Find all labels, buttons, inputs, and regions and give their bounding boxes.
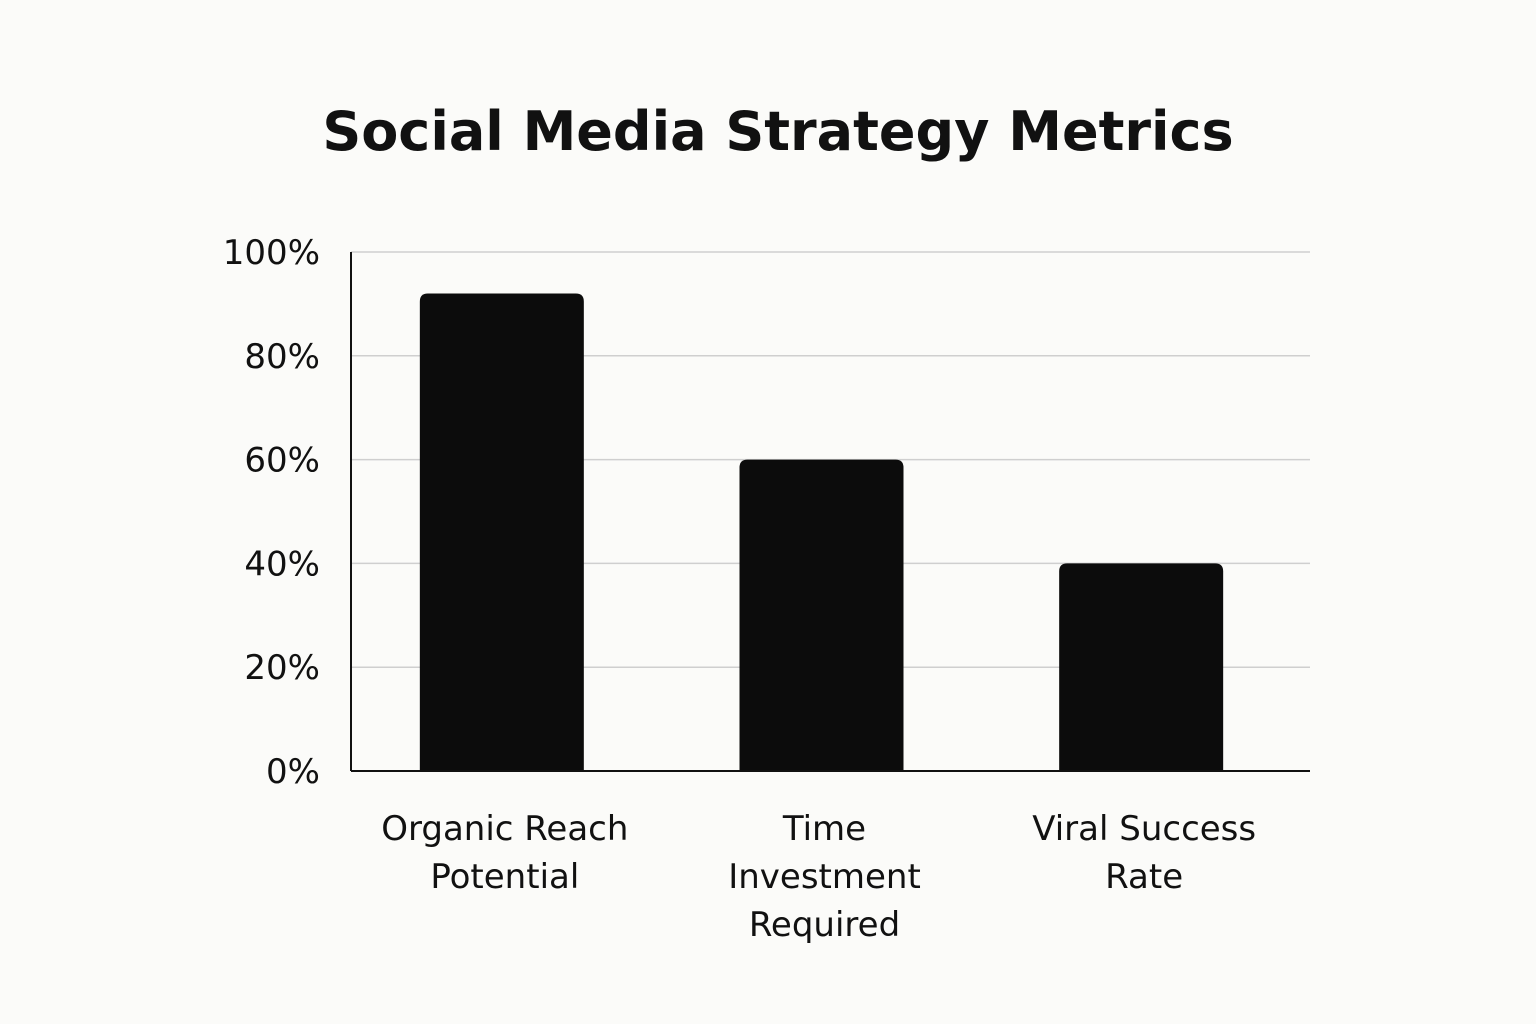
x-category-label: Organic Reach Potential xyxy=(381,809,628,897)
x-category-label-line: Required xyxy=(749,905,900,945)
x-category-label-line: Organic Reach xyxy=(381,809,628,849)
chart-title: Social Media Strategy Metrics xyxy=(322,100,1233,163)
bar xyxy=(1059,563,1224,771)
x-category-label: Viral Success Rate xyxy=(1032,809,1256,897)
y-tick-labels: 0% 20% 40% 60% 80% 100% xyxy=(223,233,320,792)
x-category-label-line: Potential xyxy=(430,857,579,897)
x-category-labels: Organic Reach Potential Time Investment Requ… xyxy=(381,809,1256,945)
x-category-label-line: Viral Success xyxy=(1032,809,1256,849)
bar xyxy=(419,293,584,771)
y-tick-label: 80% xyxy=(244,337,320,377)
x-category-label: Time Investment Required xyxy=(728,809,921,945)
y-tick-label: 60% xyxy=(244,441,320,481)
y-tick-label: 100% xyxy=(223,233,320,273)
y-tick-label: 40% xyxy=(244,544,320,584)
y-tick-label: 0% xyxy=(266,752,320,792)
bars xyxy=(419,293,1224,771)
bar xyxy=(739,459,904,771)
x-category-label-line: Time xyxy=(782,809,866,849)
x-category-label-line: Rate xyxy=(1105,857,1183,897)
axes xyxy=(350,252,1310,772)
x-category-label-line: Investment xyxy=(728,857,921,897)
y-tick-label: 20% xyxy=(244,648,320,688)
